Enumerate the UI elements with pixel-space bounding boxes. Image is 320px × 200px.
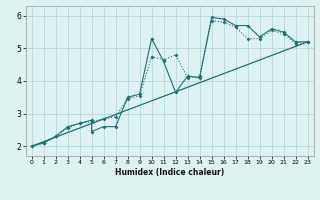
X-axis label: Humidex (Indice chaleur): Humidex (Indice chaleur) — [115, 168, 224, 177]
